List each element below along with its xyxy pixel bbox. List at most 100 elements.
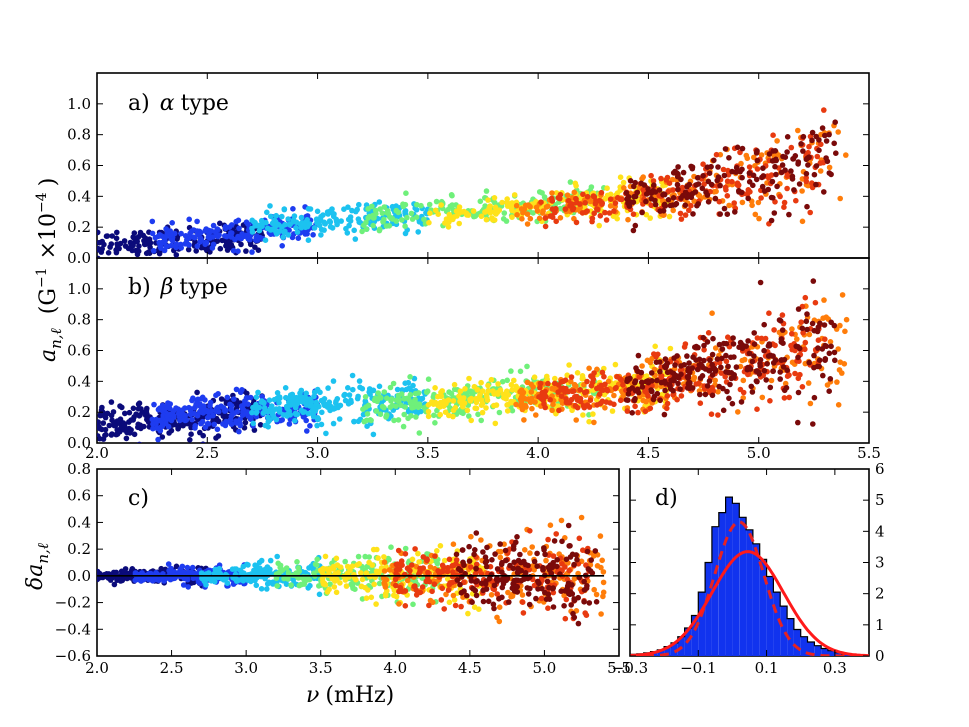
scatter-point	[574, 556, 580, 563]
scatter-point	[611, 208, 617, 214]
scatter-point	[485, 382, 491, 389]
scatter-point	[444, 568, 451, 575]
scatter-point	[215, 391, 221, 397]
scatter-point	[474, 578, 480, 584]
scatter-point	[651, 182, 657, 188]
scatter-point	[488, 592, 495, 598]
scatter-point	[321, 400, 327, 407]
scatter-point	[591, 419, 597, 426]
scatter-point	[359, 576, 366, 583]
scatter-point	[163, 243, 169, 249]
scatter-point	[468, 417, 475, 424]
scatter-point	[164, 413, 170, 419]
scatter-point	[725, 334, 731, 341]
scatter-point	[126, 419, 132, 425]
scatter-point	[639, 363, 645, 369]
scatter-point	[389, 203, 396, 210]
scatter-point	[746, 170, 753, 176]
scatter-point	[709, 310, 715, 317]
scatter-point	[413, 214, 420, 220]
scatter-point	[497, 387, 504, 393]
scatter-point	[279, 417, 286, 423]
scatter-point	[534, 563, 540, 569]
scatter-point	[483, 391, 490, 398]
scatter-point	[677, 210, 684, 217]
scatter-point	[781, 395, 788, 401]
scatter-point	[609, 408, 616, 414]
scatter-point	[376, 383, 383, 390]
scatter-point	[839, 292, 846, 298]
scatter-point	[799, 325, 806, 332]
scatter-point	[727, 381, 733, 388]
scatter-point	[816, 137, 822, 143]
scatter-point	[723, 358, 730, 365]
scatter-point	[721, 340, 727, 347]
scatter-point	[661, 191, 668, 198]
scatter-point	[466, 543, 472, 550]
scatter-point	[497, 554, 504, 561]
scatter-point	[668, 377, 674, 384]
scatter-point	[402, 551, 409, 557]
scatter-point	[480, 549, 486, 555]
scatter-point	[664, 393, 671, 399]
scatter-point	[394, 386, 401, 393]
scatter-point	[270, 219, 277, 226]
scatter-point	[751, 341, 758, 348]
scatter-point	[667, 345, 674, 352]
scatter-point	[296, 568, 303, 575]
scatter-point	[285, 576, 291, 582]
scatter-point	[509, 214, 515, 220]
scatter-point	[117, 403, 123, 409]
scatter-point	[558, 387, 565, 393]
scatter-point	[423, 389, 430, 395]
scatter-point	[792, 370, 798, 377]
scatter-point	[451, 381, 458, 388]
scatter-point	[347, 567, 353, 574]
scatter-point	[593, 591, 600, 598]
scatter-point	[820, 372, 826, 379]
scatter-point	[664, 174, 671, 181]
scatter-point	[100, 420, 107, 426]
scatter-point	[643, 211, 650, 218]
scatter-point	[275, 406, 282, 413]
scatter-point	[97, 229, 101, 236]
scatter-point	[333, 216, 340, 223]
scatter-point	[675, 380, 681, 387]
scatter-point	[569, 591, 576, 597]
scatter-point	[802, 346, 808, 353]
scatter-point	[131, 230, 138, 236]
scatter-point	[803, 175, 809, 181]
scatter-point	[189, 228, 195, 234]
scatter-point	[107, 577, 114, 583]
scatter-point	[137, 229, 144, 236]
scatter-point	[338, 218, 345, 224]
scatter-point	[519, 599, 526, 605]
scatter-point	[640, 174, 646, 180]
scatter-point	[510, 581, 516, 587]
scatter-point	[513, 401, 519, 408]
scatter-point	[285, 216, 292, 222]
scatter-point	[412, 396, 418, 403]
scatter-point	[178, 230, 184, 237]
scatter-point	[239, 387, 245, 393]
scatter-point	[236, 225, 242, 232]
scatter-point	[358, 570, 364, 576]
scatter-point	[324, 589, 331, 595]
scatter-point	[283, 581, 290, 587]
scatter-point	[755, 199, 762, 206]
scatter-point	[524, 363, 530, 370]
scatter-point	[669, 176, 676, 183]
scatter-point	[625, 216, 631, 223]
scatter-point	[258, 557, 265, 564]
scatter-point	[330, 378, 337, 384]
scatter-point	[450, 569, 456, 575]
scatter-point	[237, 416, 243, 423]
scatter-point	[287, 402, 294, 408]
scatter-point	[547, 522, 554, 528]
scatter-point	[441, 557, 448, 564]
scatter-point	[545, 605, 551, 611]
scatter-point	[680, 169, 687, 176]
scatter-point	[483, 216, 490, 223]
scatter-point	[749, 358, 756, 365]
scatter-point	[368, 594, 375, 601]
